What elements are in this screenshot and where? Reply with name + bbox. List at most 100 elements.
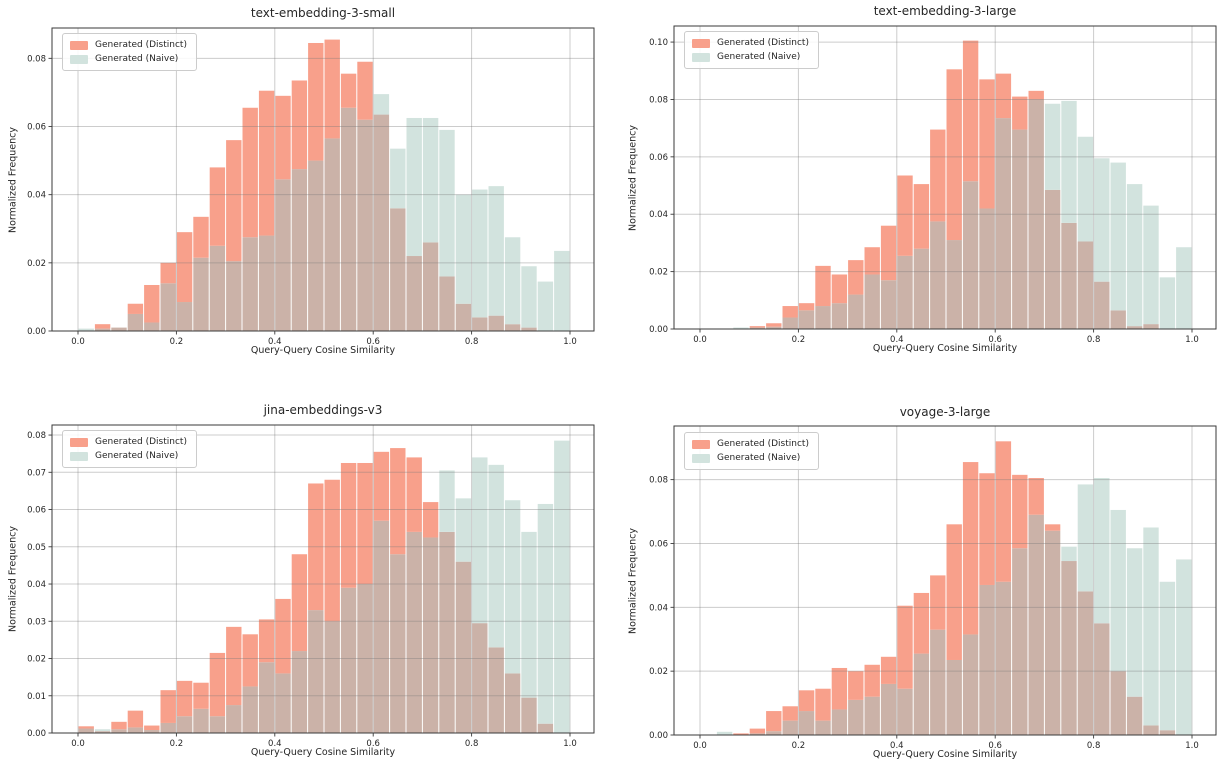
- y-axis-label: Normalized Frequency: [7, 127, 19, 233]
- bar-distinct: [94, 324, 111, 329]
- bar-distinct: [291, 554, 308, 652]
- x-tick-label: 0.2: [170, 337, 184, 347]
- bar-overlap: [455, 561, 472, 733]
- bar-overlap: [798, 711, 815, 735]
- bar-naive: [1061, 546, 1077, 562]
- bar-distinct: [1028, 90, 1044, 100]
- bar-distinct: [176, 232, 193, 303]
- bar-overlap: [1028, 514, 1044, 735]
- x-tick-label: 0.2: [792, 335, 806, 345]
- chart-title-text-embedding-3-small: text-embedding-3-small: [250, 6, 396, 20]
- y-tick-label: 0.02: [649, 667, 668, 677]
- bar-overlap: [815, 306, 831, 329]
- bar-distinct: [962, 462, 979, 635]
- y-tick-label: 0.07: [27, 468, 46, 478]
- bar-naive: [422, 117, 439, 243]
- x-axis-label: Query-Query Cosine Similarity: [872, 343, 1018, 354]
- chart-title-jina-embeddings-v3: jina-embeddings-v3: [263, 403, 383, 417]
- bar-distinct: [995, 441, 1012, 582]
- bar-overlap: [1061, 222, 1077, 329]
- bar-distinct: [848, 671, 864, 700]
- axes-spines: [51, 27, 595, 332]
- y-tick-label: 0.04: [27, 580, 46, 590]
- bar-distinct: [291, 80, 308, 170]
- x-axis-label: Query-Query Cosine Similarity: [250, 747, 396, 758]
- y-tick-label: 0.08: [27, 54, 46, 64]
- bar-distinct: [406, 457, 422, 532]
- bar-overlap: [439, 531, 455, 733]
- bar-distinct: [193, 216, 209, 258]
- bar-naive: [554, 250, 570, 331]
- bar-overlap: [127, 727, 144, 733]
- bar-overlap: [1110, 310, 1126, 329]
- bar-distinct: [930, 575, 946, 630]
- bar-distinct: [733, 733, 749, 735]
- bar-overlap: [111, 327, 127, 331]
- bar-distinct: [1028, 478, 1044, 515]
- bar-overlap: [291, 169, 308, 331]
- bar-naive: [390, 148, 406, 209]
- bar-overlap: [782, 317, 798, 329]
- bar-overlap: [291, 651, 308, 733]
- bar-distinct: [324, 39, 340, 139]
- bar-distinct: [782, 706, 798, 721]
- bar-overlap: [209, 716, 226, 733]
- legend-entry-distinct: Generated (Distinct): [70, 435, 187, 449]
- bar-distinct: [242, 634, 258, 687]
- bar-distinct: [897, 605, 913, 689]
- bar-overlap: [749, 733, 766, 735]
- bar-distinct: [258, 619, 275, 663]
- bar-overlap: [357, 584, 373, 733]
- legend-entry-naive: Generated (Naive): [692, 451, 809, 465]
- bar-distinct: [749, 728, 766, 734]
- legend-entry-distinct: Generated (Distinct): [692, 36, 809, 50]
- bar-naive: [537, 503, 554, 724]
- bar-overlap: [258, 662, 275, 733]
- x-tick-label: 0.2: [792, 741, 806, 751]
- bar-distinct: [1012, 96, 1028, 130]
- bar-overlap: [1077, 241, 1094, 329]
- y-tick-label: 0.08: [649, 476, 668, 486]
- bar-naive: [1044, 103, 1061, 190]
- bar-overlap: [94, 731, 111, 733]
- bar-naive: [504, 500, 521, 674]
- bar-overlap: [1143, 324, 1159, 329]
- bar-distinct: [831, 667, 848, 710]
- y-tick-label: 0.02: [27, 259, 46, 269]
- x-tick-label: 0.8: [1087, 335, 1101, 345]
- legend-entry-naive: Generated (Naive): [692, 50, 809, 64]
- y-tick-label: 0.04: [649, 210, 668, 220]
- bar-distinct: [78, 726, 94, 729]
- bar-overlap: [1110, 671, 1126, 735]
- bar-overlap: [1143, 725, 1159, 735]
- x-tick-label: 1.0: [563, 337, 577, 347]
- bar-distinct: [193, 682, 209, 709]
- bar-overlap: [864, 696, 880, 735]
- bar-distinct: [373, 451, 390, 521]
- bar-overlap: [537, 723, 554, 733]
- chart-title-text-embedding-3-large: text-embedding-3-large: [873, 4, 1017, 18]
- bar-naive: [472, 457, 488, 624]
- bar-naive: [1159, 277, 1176, 329]
- bar-overlap: [488, 647, 504, 733]
- bar-overlap: [308, 610, 324, 733]
- bar-distinct: [160, 690, 176, 723]
- y-tick-label: 0.02: [27, 655, 46, 665]
- bar-overlap: [913, 248, 930, 329]
- x-tick-label: 0.6: [366, 337, 380, 347]
- bar-overlap: [340, 107, 357, 331]
- bar-naive: [554, 440, 570, 733]
- bar-distinct: [798, 690, 815, 712]
- bar-overlap: [258, 235, 275, 331]
- bar-distinct: [357, 61, 373, 120]
- bar-distinct: [880, 656, 897, 684]
- bar-overlap: [373, 114, 390, 331]
- x-tick-label: 0.8: [1087, 741, 1101, 751]
- y-tick-label: 0.03: [27, 617, 46, 627]
- bar-naive: [1094, 478, 1110, 624]
- legend-entry-naive: Generated (Naive): [70, 52, 187, 66]
- bar-overlap: [390, 554, 406, 733]
- bar-overlap: [1094, 623, 1110, 735]
- bar-overlap: [831, 709, 848, 735]
